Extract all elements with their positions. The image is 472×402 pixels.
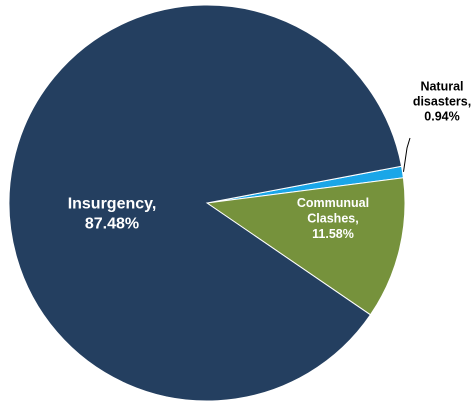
data-label-line: 0.94%	[424, 109, 459, 123]
data-label-natural-disasters: Natural disasters, 0.94%	[413, 79, 471, 123]
data-label-line: Clashes,	[307, 211, 358, 225]
data-label-line: Natural	[420, 79, 463, 93]
pie-leader-lines	[404, 138, 411, 172]
leader-line-natural-disasters	[404, 138, 411, 172]
data-label-line: Communual	[297, 196, 369, 210]
data-label-line: disasters,	[413, 94, 471, 108]
data-label-line: 87.48%	[85, 216, 139, 233]
data-label-line: Insurgency,	[68, 196, 157, 213]
data-label-line: 11.58%	[312, 227, 354, 241]
